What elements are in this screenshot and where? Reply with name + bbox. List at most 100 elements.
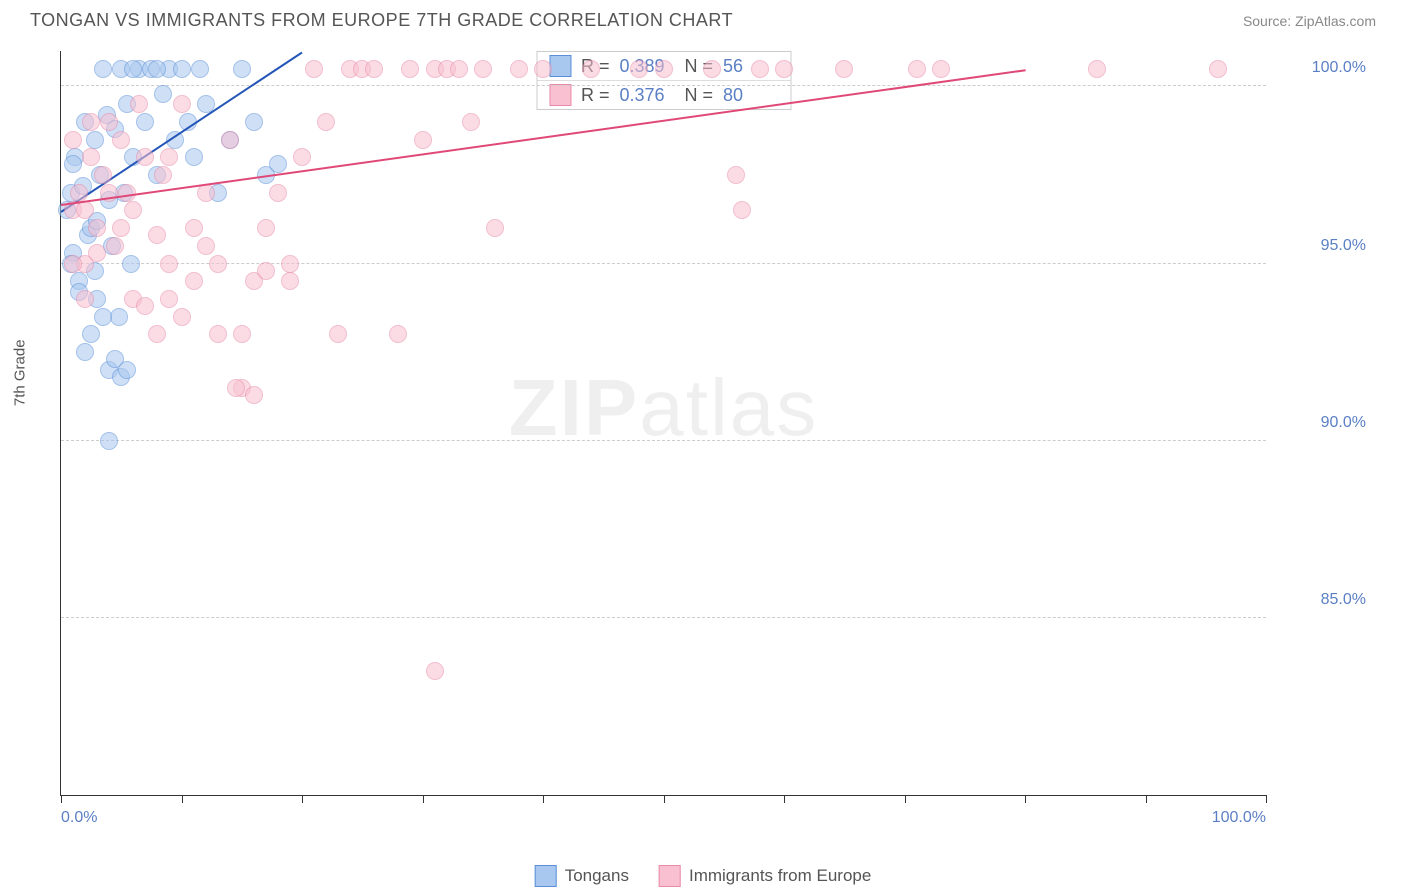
scatter-point <box>94 60 112 78</box>
x-tick <box>664 795 665 803</box>
scatter-point <box>727 166 745 184</box>
scatter-point <box>1209 60 1227 78</box>
scatter-point <box>173 60 191 78</box>
scatter-point <box>630 60 648 78</box>
x-tick-label: 100.0% <box>1212 809 1266 827</box>
scatter-point <box>88 219 106 237</box>
x-tick <box>1025 795 1026 803</box>
scatter-point <box>209 325 227 343</box>
scatter-point <box>82 113 100 131</box>
n-value: 80 <box>723 85 778 106</box>
scatter-point <box>154 85 172 103</box>
scatter-point <box>64 155 82 173</box>
scatter-point <box>908 60 926 78</box>
x-tick <box>423 795 424 803</box>
scatter-point <box>582 60 600 78</box>
scatter-point <box>389 325 407 343</box>
scatter-point <box>70 184 88 202</box>
x-tick <box>905 795 906 803</box>
scatter-point <box>154 166 172 184</box>
r-label: R = <box>581 85 610 106</box>
scatter-point <box>751 60 769 78</box>
scatter-point <box>245 113 263 131</box>
scatter-point <box>112 131 130 149</box>
grid-line <box>61 440 1266 441</box>
scatter-point <box>474 60 492 78</box>
scatter-point <box>1088 60 1106 78</box>
scatter-point <box>365 60 383 78</box>
scatter-point <box>233 325 251 343</box>
scatter-point <box>227 379 245 397</box>
scatter-point <box>329 325 347 343</box>
scatter-point <box>82 325 100 343</box>
scatter-point <box>76 343 94 361</box>
scatter-point <box>401 60 419 78</box>
x-tick <box>543 795 544 803</box>
y-tick-label: 95.0% <box>1276 237 1366 255</box>
scatter-point <box>82 148 100 166</box>
y-tick-label: 90.0% <box>1276 414 1366 432</box>
scatter-point <box>148 226 166 244</box>
x-tick-label: 0.0% <box>61 809 97 827</box>
scatter-point <box>130 95 148 113</box>
scatter-point <box>148 60 166 78</box>
scatter-point <box>245 386 263 404</box>
scatter-point <box>64 255 82 273</box>
legend-swatch <box>659 865 681 887</box>
chart-source: Source: ZipAtlas.com <box>1243 13 1376 29</box>
scatter-point <box>305 60 323 78</box>
scatter-point <box>88 244 106 262</box>
scatter-point <box>281 272 299 290</box>
scatter-point <box>185 219 203 237</box>
scatter-point <box>486 219 504 237</box>
scatter-point <box>100 113 118 131</box>
scatter-point <box>185 148 203 166</box>
scatter-point <box>173 308 191 326</box>
scatter-point <box>932 60 950 78</box>
scatter-point <box>94 166 112 184</box>
legend-swatch <box>535 865 557 887</box>
scatter-point <box>118 361 136 379</box>
scatter-point <box>160 290 178 308</box>
legend-swatch <box>549 84 571 106</box>
scatter-point <box>64 131 82 149</box>
legend-item: Immigrants from Europe <box>659 865 871 887</box>
scatter-point <box>209 255 227 273</box>
x-tick <box>1266 795 1267 803</box>
scatter-point <box>124 201 142 219</box>
scatter-point <box>191 60 209 78</box>
scatter-point <box>293 148 311 166</box>
scatter-point <box>534 60 552 78</box>
scatter-point <box>160 255 178 273</box>
scatter-point <box>86 131 104 149</box>
scatter-point <box>450 60 468 78</box>
x-tick <box>784 795 785 803</box>
y-tick-label: 100.0% <box>1276 59 1366 77</box>
chart-container: 7th Grade ZIPatlas R =0.389N =56R =0.376… <box>60 36 1376 826</box>
scatter-point <box>733 201 751 219</box>
scatter-point <box>233 60 251 78</box>
plot-area: ZIPatlas R =0.389N =56R =0.376N =80 85.0… <box>60 51 1266 796</box>
x-tick <box>1146 795 1147 803</box>
scatter-point <box>269 184 287 202</box>
scatter-point <box>257 219 275 237</box>
legend-item: Tongans <box>535 865 629 887</box>
x-tick <box>61 795 62 803</box>
grid-line <box>61 617 1266 618</box>
chart-title: TONGAN VS IMMIGRANTS FROM EUROPE 7TH GRA… <box>30 10 733 31</box>
scatter-point <box>835 60 853 78</box>
scatter-point <box>462 113 480 131</box>
n-label: N = <box>685 85 714 106</box>
scatter-point <box>510 60 528 78</box>
scatter-point <box>136 148 154 166</box>
scatter-point <box>76 290 94 308</box>
scatter-point <box>136 113 154 131</box>
scatter-point <box>655 60 673 78</box>
scatter-point <box>76 201 94 219</box>
scatter-point <box>185 272 203 290</box>
x-tick <box>182 795 183 803</box>
grid-line <box>61 263 1266 264</box>
legend-label: Immigrants from Europe <box>689 866 871 886</box>
scatter-point <box>775 60 793 78</box>
scatter-point <box>173 95 191 113</box>
